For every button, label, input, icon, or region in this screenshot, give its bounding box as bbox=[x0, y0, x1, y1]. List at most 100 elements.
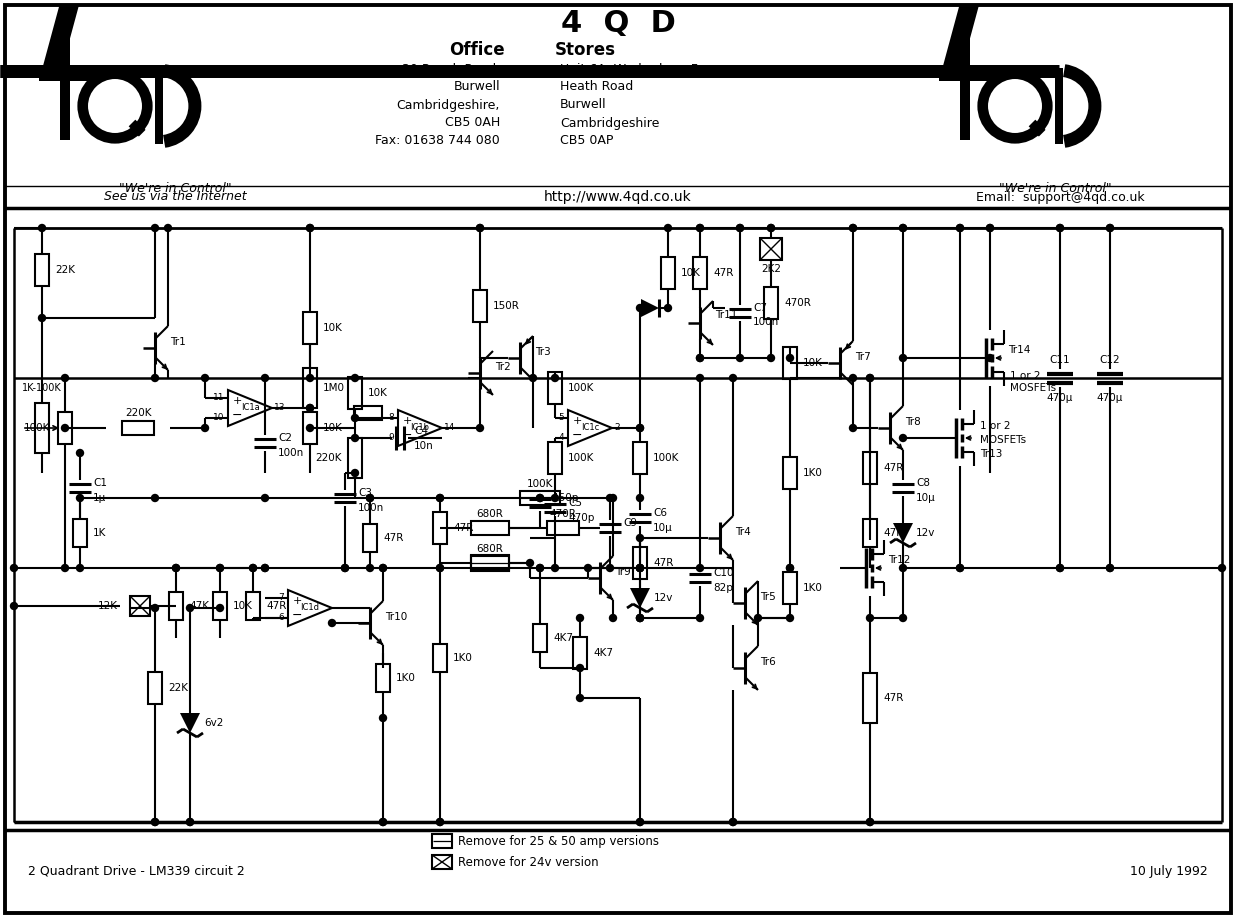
Text: 100K: 100K bbox=[653, 453, 680, 463]
Polygon shape bbox=[941, 4, 979, 76]
Text: 10K: 10K bbox=[681, 268, 701, 278]
Circle shape bbox=[576, 665, 583, 671]
Text: 10K: 10K bbox=[323, 423, 342, 433]
Circle shape bbox=[900, 225, 906, 231]
Circle shape bbox=[866, 819, 874, 825]
Circle shape bbox=[262, 565, 268, 572]
Circle shape bbox=[849, 375, 857, 382]
Text: C12: C12 bbox=[1100, 355, 1120, 365]
Text: 470µ: 470µ bbox=[1096, 393, 1124, 403]
Circle shape bbox=[957, 225, 964, 231]
Bar bbox=[148, 672, 162, 704]
Polygon shape bbox=[938, 71, 991, 81]
Text: 22K: 22K bbox=[168, 683, 188, 693]
Circle shape bbox=[697, 225, 703, 231]
Text: See us via the Internet: See us via the Internet bbox=[104, 191, 246, 204]
Circle shape bbox=[786, 565, 794, 572]
Text: CB5 0AH: CB5 0AH bbox=[445, 117, 501, 129]
Text: 10K: 10K bbox=[803, 358, 823, 368]
Text: Remove for 25 & 50 amp versions: Remove for 25 & 50 amp versions bbox=[459, 834, 659, 847]
Text: C4: C4 bbox=[414, 426, 428, 436]
Text: Email:  support@4qd.co.uk: Email: support@4qd.co.uk bbox=[975, 191, 1145, 204]
Circle shape bbox=[38, 315, 46, 321]
Bar bbox=[782, 457, 797, 489]
Circle shape bbox=[10, 602, 17, 610]
Text: 6: 6 bbox=[278, 613, 284, 622]
Bar bbox=[73, 519, 87, 547]
Polygon shape bbox=[892, 523, 913, 543]
Bar bbox=[433, 855, 452, 869]
Bar bbox=[58, 412, 72, 444]
Text: "We're in Control": "We're in Control" bbox=[119, 182, 231, 195]
Circle shape bbox=[900, 565, 906, 572]
Text: 470R: 470R bbox=[784, 298, 811, 308]
Circle shape bbox=[637, 614, 644, 621]
Circle shape bbox=[697, 614, 703, 621]
Bar bbox=[633, 442, 646, 474]
Circle shape bbox=[576, 695, 583, 701]
Circle shape bbox=[187, 604, 194, 611]
Circle shape bbox=[436, 565, 444, 572]
Circle shape bbox=[536, 495, 544, 501]
Text: 4: 4 bbox=[559, 433, 564, 442]
Circle shape bbox=[351, 375, 358, 382]
Circle shape bbox=[1106, 225, 1114, 231]
Text: Tr8: Tr8 bbox=[905, 417, 921, 427]
Text: Tr4: Tr4 bbox=[735, 527, 750, 537]
Circle shape bbox=[900, 434, 906, 442]
Text: 9: 9 bbox=[388, 433, 394, 442]
Circle shape bbox=[201, 424, 209, 431]
Text: 100n: 100n bbox=[278, 448, 304, 458]
Text: Tr5: Tr5 bbox=[760, 592, 776, 602]
Circle shape bbox=[665, 225, 671, 231]
Circle shape bbox=[201, 375, 209, 382]
Text: Tr6: Tr6 bbox=[760, 657, 776, 667]
Text: 7: 7 bbox=[278, 594, 284, 602]
Text: Office: Office bbox=[450, 41, 506, 59]
Text: CB5 0AP: CB5 0AP bbox=[560, 135, 613, 148]
Circle shape bbox=[737, 225, 744, 231]
Text: 47R: 47R bbox=[883, 693, 904, 703]
Circle shape bbox=[307, 225, 314, 231]
Circle shape bbox=[1057, 225, 1063, 231]
Circle shape bbox=[986, 354, 994, 362]
Circle shape bbox=[957, 225, 964, 231]
Text: 47K: 47K bbox=[189, 601, 209, 611]
Text: 30 Reach Road,: 30 Reach Road, bbox=[402, 62, 501, 75]
Text: Burwell: Burwell bbox=[560, 98, 607, 111]
Circle shape bbox=[379, 819, 387, 825]
Circle shape bbox=[1057, 565, 1063, 572]
Circle shape bbox=[77, 495, 84, 501]
Text: 5: 5 bbox=[559, 413, 564, 422]
Circle shape bbox=[637, 614, 644, 621]
Bar bbox=[863, 519, 878, 547]
Text: 220K: 220K bbox=[315, 453, 342, 463]
Circle shape bbox=[436, 819, 444, 825]
Circle shape bbox=[849, 424, 857, 431]
Circle shape bbox=[529, 375, 536, 382]
Text: IC1d: IC1d bbox=[300, 603, 319, 612]
Text: C6: C6 bbox=[653, 508, 667, 518]
Text: 10µ: 10µ bbox=[916, 493, 936, 503]
Text: 14: 14 bbox=[444, 422, 455, 431]
Text: 47R: 47R bbox=[713, 268, 733, 278]
Circle shape bbox=[1057, 225, 1063, 231]
Circle shape bbox=[152, 375, 158, 382]
Text: Cambridgeshire,: Cambridgeshire, bbox=[397, 98, 501, 111]
Circle shape bbox=[729, 819, 737, 825]
Polygon shape bbox=[154, 68, 163, 144]
Circle shape bbox=[436, 495, 444, 501]
Text: C7: C7 bbox=[753, 303, 768, 313]
Circle shape bbox=[436, 565, 444, 572]
Bar bbox=[303, 412, 316, 444]
Circle shape bbox=[152, 819, 158, 825]
Text: 1K: 1K bbox=[93, 528, 106, 538]
Text: C2: C2 bbox=[278, 433, 292, 443]
Text: Tr11: Tr11 bbox=[714, 310, 738, 320]
Text: 1K0: 1K0 bbox=[396, 673, 415, 683]
Bar bbox=[303, 368, 316, 408]
Text: Tr9: Tr9 bbox=[616, 567, 630, 577]
Circle shape bbox=[607, 565, 613, 572]
Bar bbox=[349, 438, 362, 478]
Text: 470p: 470p bbox=[569, 513, 595, 523]
